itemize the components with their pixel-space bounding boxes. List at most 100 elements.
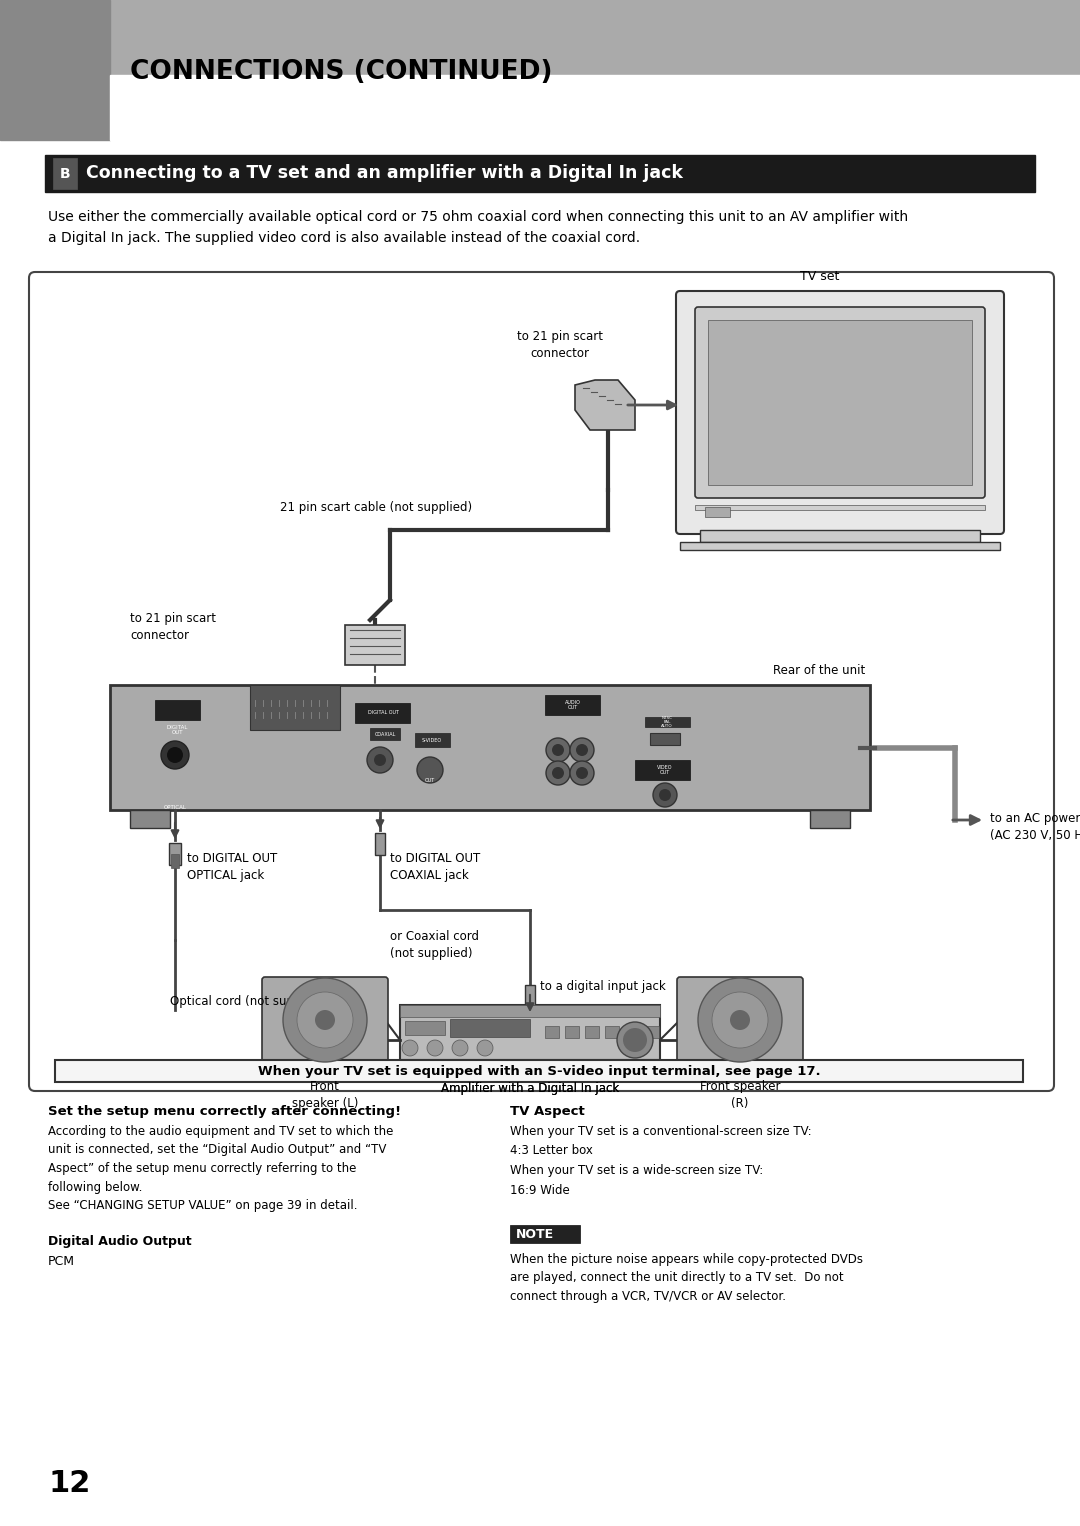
Bar [450, 1019, 530, 1038]
Text: Digital Audio Output: Digital Audio Output [48, 1235, 191, 1248]
Text: Amplifier with a Digital In jack: Amplifier with a Digital In jack [441, 1082, 619, 1096]
Text: Front
speaker (L): Front speaker (L) [292, 1080, 359, 1109]
Text: PCM: PCM [48, 1254, 75, 1268]
Text: TV Aspect: TV Aspect [510, 1105, 584, 1119]
Circle shape [546, 739, 570, 761]
Text: TV set: TV set [800, 270, 839, 282]
Circle shape [576, 768, 588, 778]
Text: CONNECTIONS (CONTINUED): CONNECTIONS (CONTINUED) [130, 60, 553, 85]
Circle shape [427, 1041, 443, 1056]
FancyBboxPatch shape [696, 307, 985, 497]
Text: DIGITAL OUT: DIGITAL OUT [367, 711, 399, 716]
Text: OPTICAL: OPTICAL [163, 806, 187, 810]
Bar [168, 842, 181, 865]
Text: S-VIDEO: S-VIDEO [422, 737, 442, 743]
Bar [510, 1225, 580, 1244]
Circle shape [167, 748, 183, 763]
Circle shape [552, 768, 564, 778]
Bar [400, 1006, 660, 1061]
Circle shape [283, 978, 367, 1062]
Text: 12: 12 [48, 1470, 91, 1499]
Bar [810, 810, 850, 829]
Text: or Coaxial cord
(not supplied): or Coaxial cord (not supplied) [390, 929, 480, 960]
Text: Use either the commercially available optical cord or 75 ohm coaxial cord when c: Use either the commercially available op… [48, 211, 908, 244]
Text: DIGITAL
OUT: DIGITAL OUT [166, 725, 188, 736]
Text: to DIGITAL OUT
OPTICAL jack: to DIGITAL OUT OPTICAL jack [187, 852, 278, 882]
FancyBboxPatch shape [677, 977, 804, 1064]
Bar [635, 760, 690, 780]
Bar [370, 728, 400, 740]
Bar [650, 732, 680, 745]
Text: B: B [59, 166, 70, 180]
Circle shape [477, 1041, 492, 1056]
Bar [525, 984, 535, 1006]
Text: NTSC
PAL
AUTO: NTSC PAL AUTO [661, 716, 673, 728]
Circle shape [730, 1010, 750, 1030]
Bar [405, 1021, 445, 1035]
Circle shape [315, 1010, 335, 1030]
Bar [700, 530, 980, 542]
Circle shape [552, 745, 564, 755]
Circle shape [570, 761, 594, 784]
Circle shape [402, 1041, 418, 1056]
Text: Front speaker
(R): Front speaker (R) [700, 1080, 780, 1109]
Text: Set the setup menu correctly after connecting!: Set the setup menu correctly after conne… [48, 1105, 401, 1119]
Text: to a digital input jack: to a digital input jack [540, 980, 665, 993]
Text: COAXIAL: COAXIAL [375, 731, 395, 737]
FancyBboxPatch shape [262, 977, 388, 1064]
Circle shape [161, 742, 189, 769]
Bar [0, 0, 110, 140]
Bar [605, 1025, 619, 1038]
Bar [400, 1006, 660, 1016]
Text: 21 pin scart cable (not supplied): 21 pin scart cable (not supplied) [280, 501, 472, 514]
Bar [633, 1061, 657, 1070]
Bar [45, 156, 1035, 192]
Circle shape [570, 739, 594, 761]
Circle shape [453, 1041, 468, 1056]
Text: to 21 pin scart
connector: to 21 pin scart connector [517, 330, 603, 360]
FancyBboxPatch shape [676, 291, 1004, 534]
Bar [705, 507, 730, 517]
Bar [110, 685, 870, 810]
Bar [53, 159, 77, 189]
Bar [130, 810, 170, 829]
Text: Rear of the unit: Rear of the unit [773, 664, 865, 678]
Bar [110, 75, 1080, 140]
Bar [345, 626, 405, 665]
Circle shape [698, 978, 782, 1062]
Circle shape [712, 992, 768, 1048]
Circle shape [297, 992, 353, 1048]
Circle shape [546, 761, 570, 784]
Circle shape [659, 789, 671, 801]
Circle shape [653, 783, 677, 807]
Bar [403, 1061, 427, 1070]
Text: to 21 pin scart
connector: to 21 pin scart connector [130, 612, 216, 642]
Bar [55, 1061, 1023, 1082]
Bar [156, 700, 200, 720]
Text: to DIGITAL OUT
COAXIAL jack: to DIGITAL OUT COAXIAL jack [390, 852, 481, 882]
Text: NOTE: NOTE [516, 1227, 554, 1241]
Bar [545, 694, 600, 716]
Text: When the picture noise appears while copy-protected DVDs
are played, connect the: When the picture noise appears while cop… [510, 1253, 863, 1303]
Bar [645, 717, 690, 726]
Text: OUT: OUT [424, 778, 435, 783]
Bar [565, 1025, 579, 1038]
Text: AUDIO
OUT: AUDIO OUT [565, 699, 581, 711]
Bar [171, 855, 179, 868]
Bar [545, 1025, 559, 1038]
Bar [625, 1025, 639, 1038]
Polygon shape [575, 380, 635, 430]
Bar [585, 1025, 599, 1038]
Bar [680, 542, 1000, 549]
Circle shape [367, 748, 393, 774]
Circle shape [374, 754, 386, 766]
Circle shape [617, 1022, 653, 1058]
Text: to an AC power socket
(AC 230 V, 50 Hz): to an AC power socket (AC 230 V, 50 Hz) [990, 812, 1080, 842]
Bar [696, 505, 985, 510]
Text: According to the audio equipment and TV set to which the
unit is connected, set : According to the audio equipment and TV … [48, 1125, 393, 1212]
Bar [249, 685, 340, 729]
Bar [355, 703, 410, 723]
Text: Connecting to a TV set and an amplifier with a Digital In jack: Connecting to a TV set and an amplifier … [86, 165, 683, 183]
FancyBboxPatch shape [29, 272, 1054, 1091]
Bar [415, 732, 450, 748]
